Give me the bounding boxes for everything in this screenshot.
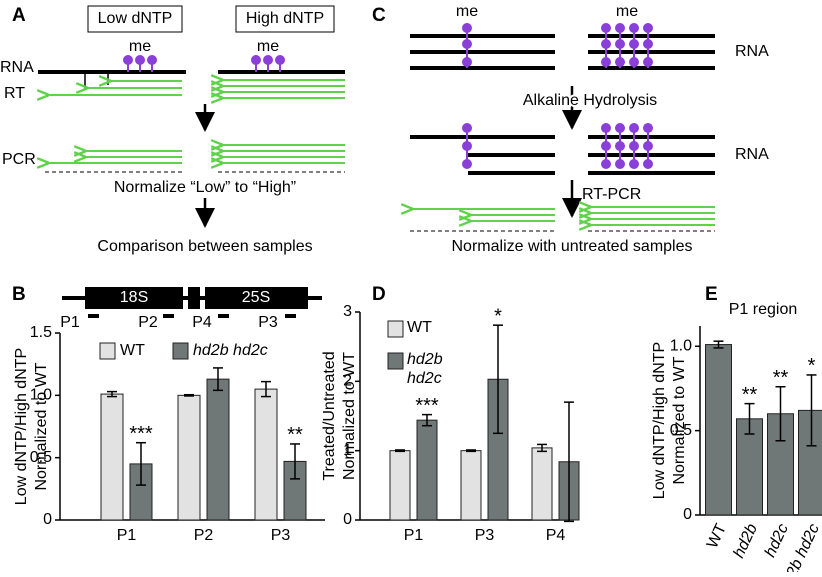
label: RT-PCR <box>582 186 641 203</box>
panel-c: C me me RNA RNA Alkaline Hydrolysis RT-P… <box>372 3 769 255</box>
label: 18S <box>120 289 148 306</box>
label: me <box>456 3 478 20</box>
label: P2 <box>138 314 158 331</box>
legend-swatch <box>173 343 188 359</box>
panel-letter: A <box>12 5 26 26</box>
label: RNA <box>0 59 34 76</box>
bar <box>706 345 732 515</box>
legend-label-box: hd2b hd2c <box>407 350 457 394</box>
y-tick-label: 2 <box>343 373 352 390</box>
y-tick-label: 0 <box>683 506 692 523</box>
y-tick-label: 1 <box>343 442 352 459</box>
label: Low dNTP <box>98 10 173 27</box>
legend-label: hd2b hd2c <box>407 350 457 388</box>
methyl <box>124 56 284 72</box>
x-tick-label: P1 <box>117 527 137 544</box>
panel-letter: E <box>705 284 718 305</box>
y-tick-label: 1.5 <box>30 324 52 341</box>
cdna <box>412 207 715 225</box>
bar <box>101 394 123 520</box>
significance: * <box>494 305 502 327</box>
label: P3 <box>258 314 278 331</box>
label: Normalize with untreated samples <box>452 238 693 255</box>
legend-label: hd2b hd2c <box>193 342 268 359</box>
label: Alkaline Hydrolysis <box>523 92 657 109</box>
panel-letter: D <box>372 284 386 305</box>
significance: ** <box>287 424 303 446</box>
x-tick-label: P3 <box>475 527 495 544</box>
legend-label: WT <box>120 342 145 359</box>
significance: *** <box>129 423 153 445</box>
label: me <box>129 38 151 55</box>
y-tick-label: 3 <box>343 303 352 320</box>
label: RT <box>4 85 25 102</box>
x-tick-label: hd2c <box>762 521 792 560</box>
bar <box>417 420 437 520</box>
label: High dNTP <box>246 10 324 27</box>
label: P4 <box>192 314 212 331</box>
y-axis-label: Treated/Untreated <box>321 351 338 480</box>
y-tick-label: 1.0 <box>30 387 52 404</box>
gene-map: 18S 25S P1 P2 P4 P3 <box>60 287 322 331</box>
x-tick-label: hd2b <box>730 521 761 561</box>
cdna <box>48 80 345 163</box>
significance: ** <box>773 367 789 389</box>
legend-label: WT <box>407 318 457 337</box>
panel-letter: C <box>372 5 386 26</box>
y-tick-label: 0 <box>43 511 52 528</box>
bar <box>178 395 200 520</box>
label: RNA <box>735 146 769 163</box>
bar <box>461 451 481 520</box>
label: RNA <box>735 43 769 60</box>
label: PCR <box>2 151 36 168</box>
bar <box>255 389 277 520</box>
panel-letter: B <box>12 284 26 305</box>
x-tick-label: P1 <box>404 527 424 544</box>
label: Comparison between samples <box>97 238 312 255</box>
panel-a: A Low dNTP High dNTP me me RNA RT PCR No… <box>0 5 345 255</box>
legend-swatch <box>388 353 403 369</box>
subtitle: P1 region <box>729 301 798 318</box>
x-tick-label: P3 <box>271 527 291 544</box>
y-tick-label: 0.5 <box>670 422 692 439</box>
label: P1 <box>60 314 80 331</box>
label: Normalize “Low” to “High” <box>114 179 296 196</box>
x-tick-label: WT <box>704 521 730 551</box>
significance: *** <box>415 395 439 417</box>
y-axis-label: Normalized to WT <box>341 352 358 480</box>
y-axis-label: Low dNTP/High dNTP <box>651 342 668 499</box>
bar <box>799 410 822 515</box>
y-tick-label: 0 <box>343 511 352 528</box>
legend-swatch <box>100 343 115 359</box>
significance: * <box>808 355 816 377</box>
x-tick-label: P4 <box>546 527 566 544</box>
significance: ** <box>742 384 758 406</box>
y-axis-label: Normalized to WT <box>671 356 688 484</box>
bar <box>532 448 552 520</box>
bar <box>390 451 410 520</box>
y-axis-label: Low dNTP/High dNTP <box>13 348 30 505</box>
y-tick-label: 0.5 <box>30 449 52 466</box>
x-tick-label: P2 <box>194 527 214 544</box>
label: me <box>257 38 279 55</box>
label: 25S <box>242 289 270 306</box>
bar <box>207 379 229 520</box>
legend-swatch <box>388 321 403 337</box>
y-tick-label: 1.0 <box>670 337 692 354</box>
y-axis-label: Normalized to WT <box>33 362 50 490</box>
label: me <box>616 3 638 20</box>
